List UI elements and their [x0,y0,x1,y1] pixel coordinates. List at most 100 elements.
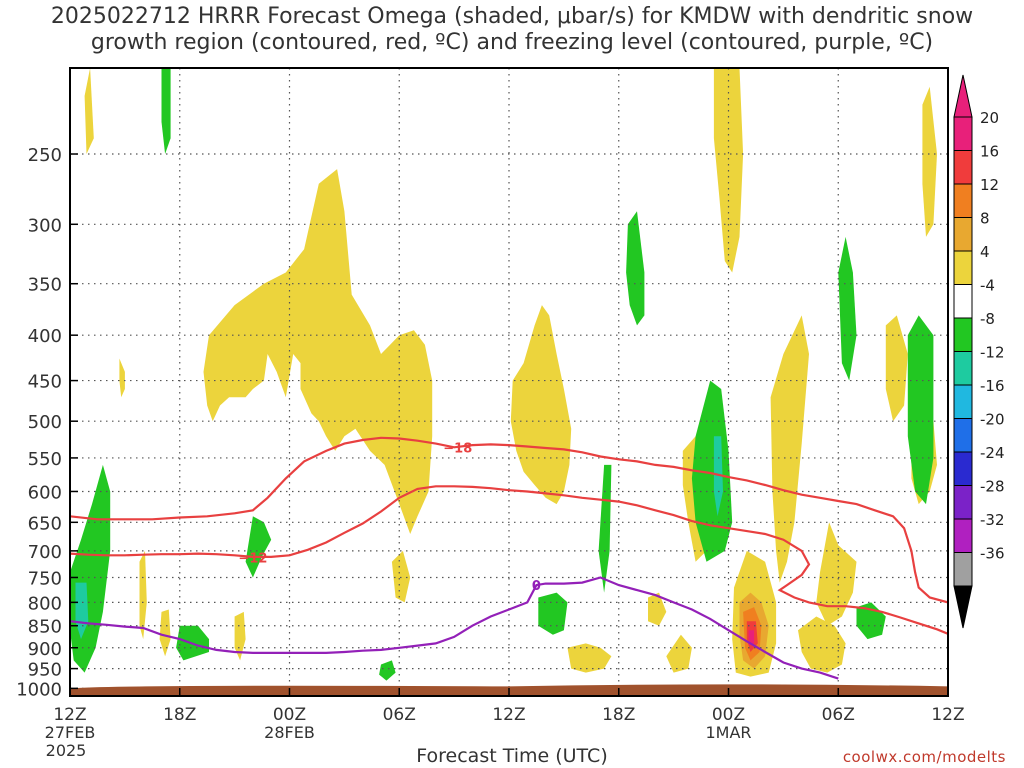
omega-region-25 [626,211,645,326]
chart-title-line2: growth region (contoured, red, ºC) and f… [90,30,934,55]
colorbar-swatch-2 [953,183,973,218]
colorbar-swatch-12 [953,518,973,553]
y-tick-label-2: 350 [28,275,62,296]
x-tick-label-1: 18Z [163,705,196,725]
omega-region-19 [391,550,411,603]
colorbar-swatch-0 [953,116,973,151]
y-tick-label-9: 700 [28,542,62,563]
x-tick-label-2: 00Z [273,705,306,725]
omega-region-15 [648,592,667,626]
colorbar-label-1: 16 [980,143,999,161]
omega-region-2 [119,358,125,398]
colorbar-swatch-1 [953,150,973,185]
colorbar-bottom-arrow [953,585,973,629]
x-tick-label-8: 12Z [931,705,964,725]
colorbar-label-11: -28 [980,478,1005,496]
chart-title-line1: 2025022712 HRRR Forecast Omega (shaded, … [50,4,974,29]
colorbar-swatch-6 [953,317,973,352]
contour-line-0 [70,436,948,604]
contour-label-2: 0 [532,579,541,594]
colorbar-label-8: -16 [980,377,1005,395]
y-axis-ticks: 250 300 350 400 450 500 550 600 650 700 750 800 8509… [16,145,78,700]
colorbar-legend: 20 16 12 8 4 -4 -8 -12 -16 -20 -24 -28 -32 -36 [953,74,1005,629]
x-tick-date-0: 27FEB [45,723,96,742]
x-tick-label-4: 12Z [492,705,525,725]
y-tick-label-15: 1000 [16,679,62,700]
omega-region-26 [691,380,733,562]
colorbar-swatch-8 [953,384,973,419]
omega-region-32 [75,582,89,640]
omega-region-28 [538,592,568,635]
colorbar-label-9: -20 [980,411,1005,429]
colorbar-label-5: -4 [980,277,995,295]
colorbar-label-12: -32 [980,511,1005,529]
contour-label-0: −18 [443,441,472,456]
colorbar-label-0: 20 [980,109,999,127]
omega-region-0 [84,68,94,154]
omega-region-23 [245,516,272,578]
colorbar-swatch-5 [953,284,973,319]
y-tick-label-7: 600 [28,482,62,503]
y-tick-label-8: 650 [28,513,62,534]
colorbar-label-10: -24 [980,444,1005,462]
omega-region-12 [885,315,908,422]
omega-region-21 [161,68,171,154]
omega-region-30 [907,315,934,505]
y-tick-label-4: 450 [28,372,62,393]
x-tick-label-3: 06Z [383,705,416,725]
colorbar-swatch-7 [953,351,973,386]
omega-region-27 [598,464,612,593]
colorbar-label-13: -36 [980,545,1005,563]
x-tick-year-0: 2025 [46,741,87,760]
omega-region-24 [379,660,396,681]
x-tick-date-2: 28FEB [264,723,315,742]
omega-region-33 [713,436,723,517]
y-tick-label-10: 750 [28,568,62,589]
source-credit: coolwx.com/modelts [842,748,1006,766]
omega-region-13 [666,634,692,673]
y-tick-label-13: 900 [28,639,62,660]
omega-shaded-regions [70,68,937,681]
y-tick-label-6: 550 [28,449,62,470]
x-tick-label-6: 00Z [712,705,745,725]
omega-region-7 [816,522,857,626]
x-axis-title: Forecast Time (UTC) [416,745,608,767]
omega-region-8 [798,616,846,673]
omega-region-6 [770,315,809,583]
colorbar-label-4: 4 [980,243,990,261]
colorbar-label-7: -12 [980,344,1005,362]
y-tick-label-1: 300 [28,215,62,236]
omega-region-17 [159,609,171,657]
omega-region-11 [922,86,937,237]
y-tick-label-12: 850 [28,617,62,638]
colorbar-label-6: -8 [980,310,995,328]
colorbar-label-2: 12 [980,176,999,194]
omega-region-18 [139,550,147,640]
colorbar-swatch-10 [953,451,973,486]
x-tick-label-0: 12Z [53,705,86,725]
omega-region-29 [838,236,857,381]
omega-region-37 [748,630,755,646]
omega-region-3 [510,305,572,505]
contour-label-1: −12 [238,551,267,566]
y-tick-label-0: 250 [28,145,62,166]
contour-line-2 [70,576,839,680]
y-tick-label-11: 800 [28,593,62,614]
colorbar-top-arrow [953,74,973,118]
colorbar-swatch-3 [953,217,973,252]
x-tick-label-5: 18Z [602,705,635,725]
colorbar-swatch-4 [953,250,973,285]
colorbar-label-3: 8 [980,210,990,228]
omega-region-1 [203,169,433,534]
colorbar-swatch-11 [953,485,973,520]
colorbar-swatch-13 [953,552,973,587]
x-tick-date-6: 1MAR [705,723,751,742]
y-tick-label-5: 500 [28,412,62,433]
omega-region-16 [234,611,246,661]
omega-region-14 [567,643,612,673]
temperature-contours: −18 −12 0 [70,436,948,680]
contour-line-1 [70,485,948,635]
x-tick-label-7: 06Z [822,705,855,725]
y-tick-label-3: 400 [28,326,62,347]
